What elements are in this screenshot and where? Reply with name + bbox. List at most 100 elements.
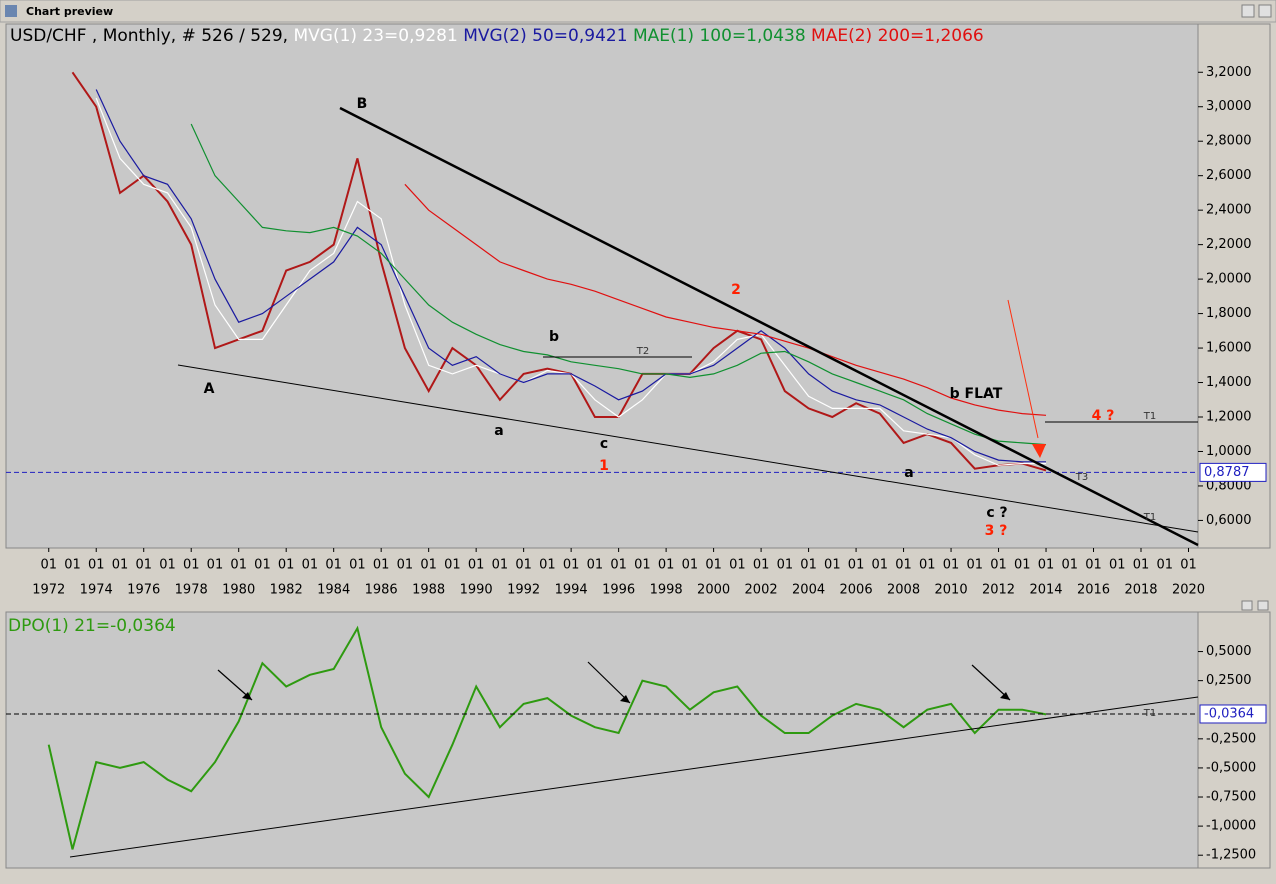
- x-tick-label: 1988: [412, 583, 445, 598]
- annotation: b: [549, 329, 559, 345]
- x-tick-label: 2008: [887, 583, 920, 598]
- annotation: 1: [599, 458, 609, 474]
- annotation: 4 ?: [1092, 408, 1115, 424]
- lower-plot: [5, 611, 1199, 869]
- x-month-label: 01: [634, 558, 651, 573]
- last-value-label: -0,0364: [1204, 706, 1254, 721]
- lower-y-axis: [1197, 611, 1271, 869]
- annotation: c: [600, 436, 608, 452]
- trend-line: [177, 364, 1199, 533]
- x-tick-label: 2018: [1124, 583, 1157, 598]
- y-tick-label: -0,7500: [1206, 790, 1256, 805]
- x-month-label: 01: [967, 558, 984, 573]
- last-value-box: [1199, 462, 1267, 482]
- annotation: 2: [731, 282, 741, 298]
- x-month-label: 01: [88, 558, 105, 573]
- last-value-label: 0,8787: [1204, 465, 1250, 480]
- upper-y-axis: [1197, 23, 1271, 549]
- x-month-label: 01: [563, 558, 580, 573]
- x-month-label: 01: [112, 558, 129, 573]
- x-month-label: 01: [1109, 558, 1126, 573]
- annotation: T3: [1075, 472, 1088, 483]
- x-month-label: 01: [349, 558, 366, 573]
- x-month-label: 01: [64, 558, 81, 573]
- x-tick-label: 1994: [555, 583, 588, 598]
- legend-entry: DPO(1) 21=-0,0364: [8, 616, 176, 636]
- y-tick-label: 0,5000: [1206, 644, 1252, 659]
- annotation: a: [494, 423, 503, 439]
- x-tick-label: 2012: [982, 583, 1015, 598]
- y-tick-label: -1,2500: [1206, 848, 1256, 863]
- x-month-label: 01: [610, 558, 627, 573]
- x-tick-label: 1976: [127, 583, 160, 598]
- x-month-label: 01: [492, 558, 509, 573]
- arrow-head: [242, 692, 252, 700]
- y-tick-label: 1,2000: [1206, 410, 1252, 425]
- x-tick-label: 1998: [650, 583, 683, 598]
- series-line: [404, 183, 1047, 416]
- arrow: [971, 664, 1011, 701]
- x-tick-label: 1974: [80, 583, 113, 598]
- x-month-label: 01: [824, 558, 841, 573]
- x-month-label: 01: [539, 558, 556, 573]
- y-tick-label: 1,0000: [1206, 444, 1252, 459]
- x-month-label: 01: [230, 558, 247, 573]
- arrow: [1007, 299, 1039, 439]
- y-tick-label: 1,8000: [1206, 306, 1252, 321]
- x-month-label: 01: [420, 558, 437, 573]
- arrow: [587, 661, 631, 704]
- x-month-label: 01: [1085, 558, 1102, 573]
- x-tick-label: 1984: [317, 583, 350, 598]
- y-tick-label: 0,2500: [1206, 673, 1252, 688]
- y-tick-label: -0,5000: [1206, 760, 1256, 775]
- y-tick-label: 2,0000: [1206, 272, 1252, 287]
- y-tick-label: -0,2500: [1206, 731, 1256, 746]
- x-tick-label: 1982: [270, 583, 303, 598]
- annotation: T1: [1143, 708, 1156, 719]
- y-tick-label: -1,0000: [1206, 819, 1256, 834]
- x-month-label: 01: [705, 558, 722, 573]
- series-line: [47, 625, 1047, 850]
- x-tick-label: 1996: [602, 583, 635, 598]
- annotation: A: [204, 381, 215, 397]
- x-month-label: 01: [800, 558, 817, 573]
- y-tick-label: 0,8000: [1206, 478, 1252, 493]
- x-month-label: 01: [919, 558, 936, 573]
- x-month-label: 01: [1014, 558, 1031, 573]
- legend-entry: MAE(1) 100=1,0438: [633, 26, 806, 46]
- arrow-head: [1000, 692, 1010, 700]
- y-tick-label: 0,6000: [1206, 513, 1252, 528]
- close-button[interactable]: [1258, 4, 1272, 18]
- annotation: a: [904, 465, 913, 481]
- x-tick-label: 1992: [507, 583, 540, 598]
- trend-line: [69, 696, 1199, 858]
- minimize-button[interactable]: [1241, 4, 1255, 18]
- x-month-label: 01: [254, 558, 271, 573]
- x-month-label: 01: [397, 558, 414, 573]
- legend-entry: MVG(2) 50=0,9421: [463, 26, 627, 46]
- x-month-label: 01: [159, 558, 176, 573]
- x-month-label: 01: [1062, 558, 1079, 573]
- panel-close[interactable]: [1257, 600, 1269, 611]
- annotation: c ?: [986, 505, 1007, 521]
- legend-entry: MAE(2) 200=1,2066: [811, 26, 984, 46]
- y-tick-label: 3,2000: [1206, 65, 1252, 80]
- x-month-label: 01: [729, 558, 746, 573]
- y-tick-label: 1,4000: [1206, 375, 1252, 390]
- y-tick-label: 1,6000: [1206, 341, 1252, 356]
- x-month-label: 01: [278, 558, 295, 573]
- y-tick-label: 2,2000: [1206, 237, 1252, 252]
- x-month-label: 01: [40, 558, 57, 573]
- series-line: [190, 123, 1047, 446]
- x-month-label: 01: [325, 558, 342, 573]
- x-month-label: 01: [444, 558, 461, 573]
- x-tick-label: 2004: [792, 583, 825, 598]
- x-tick-label: 1986: [365, 583, 398, 598]
- title-bar: [0, 0, 1276, 23]
- annotation: T2: [636, 346, 649, 357]
- annotation: T1: [1143, 411, 1156, 422]
- window-title: Chart preview: [26, 5, 113, 18]
- x-month-label: 01: [895, 558, 912, 573]
- annotation: 3 ?: [985, 523, 1008, 539]
- panel-minimize[interactable]: [1241, 600, 1253, 611]
